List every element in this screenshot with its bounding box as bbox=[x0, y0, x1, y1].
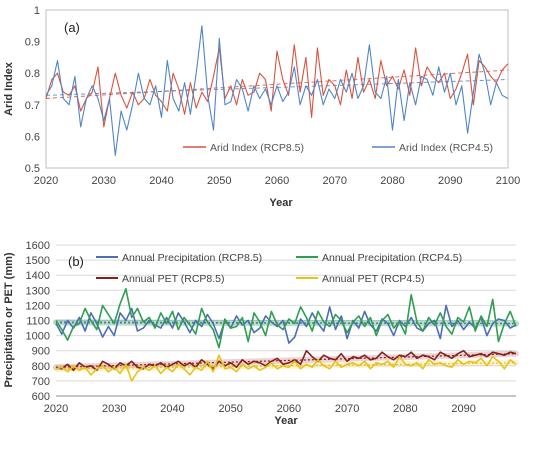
panel-a-trend-rcp85 bbox=[45, 69, 509, 99]
panel-b-y-tick-label: 1400 bbox=[26, 270, 50, 282]
panel-a-y-tick-label: 0.6 bbox=[25, 131, 40, 143]
panel-b-x-tick-label: 2080 bbox=[393, 403, 417, 415]
panel-b-legend: Annual Precipitation (RCP8.5) Annual Pre… bbox=[96, 252, 462, 285]
panel-b-y-tick-label: 900 bbox=[32, 346, 50, 358]
panel-b-y-tick-label: 800 bbox=[32, 361, 50, 373]
panel-b-y-tick-label: 600 bbox=[32, 391, 50, 403]
panel-a-x-tick-label: 2080 bbox=[380, 175, 404, 187]
panel-a-x-tick-label: 2040 bbox=[149, 175, 173, 187]
panel-b-precipitation-pet-chart: 600 700 800 900 1000 1100 1200 1300 1400 1500 1600… bbox=[3, 240, 519, 427]
panel-a-series-line-rcp45 bbox=[45, 25, 509, 156]
panel-b-x-tick-label: 2030 bbox=[102, 403, 126, 415]
panel-b-trend-precip85 bbox=[55, 321, 517, 325]
panel-a-y-tick-label: 0.7 bbox=[25, 100, 40, 112]
panel-b-label: (b) bbox=[68, 254, 84, 269]
panel-a-series-line-rcp85 bbox=[45, 44, 509, 128]
panel-a-legend: Arid Index (RCP8.5) Arid Index (RCP4.5) bbox=[183, 142, 493, 154]
panel-b-legend-label-precip85: Annual Precipitation (RCP8.5) bbox=[122, 252, 262, 264]
panel-b-x-tick-label: 2090 bbox=[451, 403, 475, 415]
panel-a-y-tick-label: 0.9 bbox=[25, 37, 40, 49]
panel-a-y-axis-label: Arid Index bbox=[3, 61, 15, 116]
panel-b-series-line-pet85 bbox=[55, 349, 517, 372]
panel-a-x-tick-label: 2020 bbox=[34, 175, 58, 187]
panel-b-series-line-precip85 bbox=[55, 304, 517, 344]
panel-b-legend-label-precip45: Annual Precipitation (RCP4.5) bbox=[322, 252, 462, 264]
panel-b-series-line-pet45 bbox=[55, 354, 517, 382]
panel-b-y-tick-label: 1300 bbox=[26, 285, 50, 297]
panel-b-y-tick-label: 1000 bbox=[26, 331, 50, 343]
panel-b-series-line-precip45 bbox=[55, 287, 517, 349]
panel-b-x-tick-label: 2040 bbox=[160, 403, 184, 415]
panel-b-x-tick-label: 2050 bbox=[218, 403, 242, 415]
panel-b-y-tick-label: 1200 bbox=[26, 300, 50, 312]
panel-a-legend-label-rcp45: Arid Index (RCP4.5) bbox=[399, 142, 493, 154]
panel-b-y-axis-label: Precipitation or PET (mm) bbox=[3, 252, 15, 387]
panel-b-x-tick-label: 2070 bbox=[335, 403, 359, 415]
panel-b-gridlines bbox=[56, 244, 516, 382]
panel-a-y-tick-label: 0.5 bbox=[25, 163, 40, 175]
panel-a-x-tick-label: 2090 bbox=[438, 175, 462, 187]
panel-a-ticks: 2020 2030 2040 2050 2060 2070 2080 2090 2100 0.5 0… bbox=[25, 5, 521, 187]
panel-b-y-tick-label: 1100 bbox=[26, 316, 50, 328]
panel-a-arid-index-chart: 2020 2030 2040 2050 2060 2070 2080 2090 2100 0.5 0… bbox=[3, 5, 520, 209]
panel-a-x-tick-label: 2030 bbox=[92, 175, 116, 187]
panel-a-plot-border bbox=[45, 9, 509, 169]
panel-b-y-tick-label: 1600 bbox=[26, 240, 50, 252]
panel-b-x-tick-label: 2020 bbox=[44, 403, 68, 415]
panel-b-legend-label-pet45: Annual PET (RCP4.5) bbox=[322, 273, 425, 285]
panel-a-x-tick-label: 2070 bbox=[323, 175, 347, 187]
panel-a-label: (a) bbox=[64, 20, 80, 35]
panel-b-legend-label-pet85: Annual PET (RCP8.5) bbox=[122, 273, 225, 285]
panel-b-trend-precip45 bbox=[55, 322, 517, 325]
panel-b-x-axis-label: Year bbox=[274, 415, 298, 427]
panel-b-y-tick-label: 700 bbox=[32, 376, 50, 388]
panel-a-x-axis-label: Year bbox=[269, 197, 293, 209]
panel-a-y-tick-label: 0.8 bbox=[25, 68, 40, 80]
panel-b-series bbox=[55, 287, 517, 382]
panel-a-x-tick-label: 2100 bbox=[496, 175, 520, 187]
panel-a-legend-label-rcp85: Arid Index (RCP8.5) bbox=[210, 142, 304, 154]
panel-a-x-tick-label: 2060 bbox=[265, 175, 289, 187]
panel-a-x-tick-label: 2050 bbox=[207, 175, 231, 187]
panel-b-trend-pet85 bbox=[55, 353, 517, 368]
panel-b-x-tick-label: 2060 bbox=[277, 403, 301, 415]
panel-a-series bbox=[45, 25, 509, 156]
panel-b-ticks: 600 700 800 900 1000 1100 1200 1300 1400 1500 1600… bbox=[26, 240, 476, 415]
panel-b-y-tick-label: 1500 bbox=[26, 255, 50, 267]
panel-a-y-tick-label: 1 bbox=[34, 5, 40, 17]
panel-b-trend-pet45 bbox=[55, 362, 517, 370]
